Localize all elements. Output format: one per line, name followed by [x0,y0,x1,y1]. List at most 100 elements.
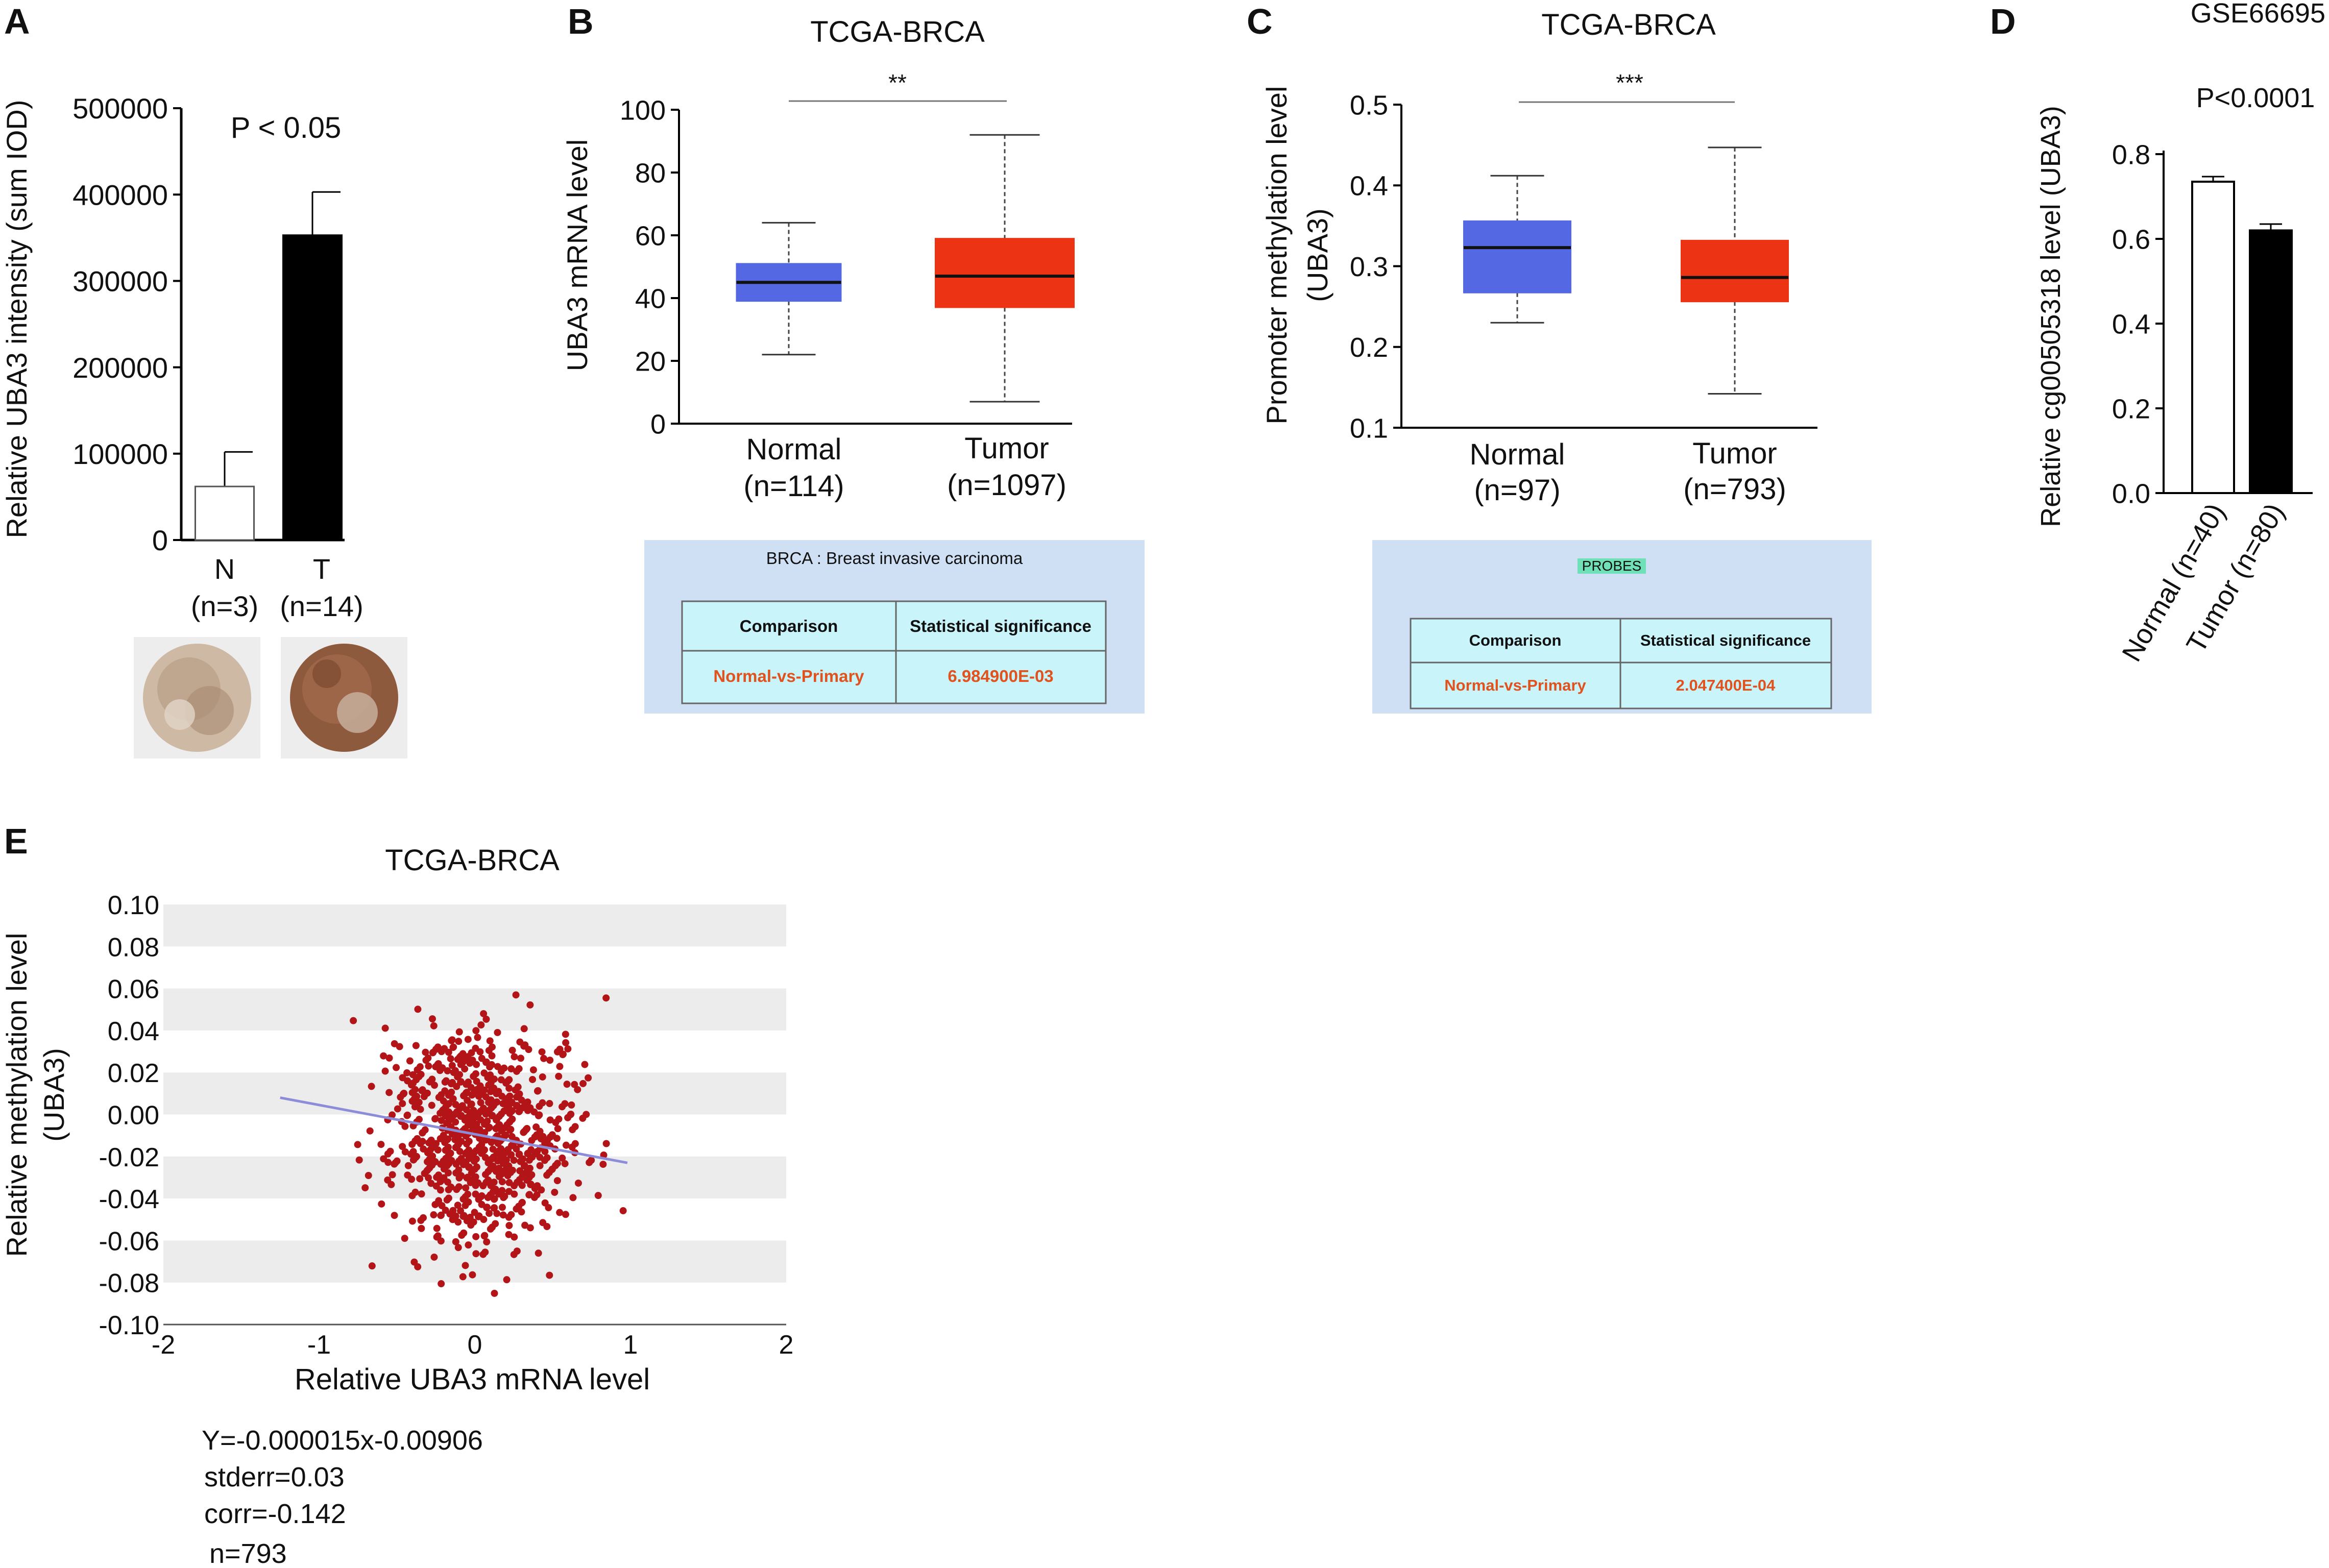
panel-e-point [414,1263,422,1270]
panel-e-point [482,1015,490,1023]
panel-a-y-tick-label: 200000 [72,352,168,384]
panel-e-point [470,1158,478,1165]
panel-c-group-normal-count: (n=97) [1474,474,1560,507]
panel-e-point [435,1197,443,1205]
panel-e-y-tick-label: -0.04 [99,1185,159,1214]
panel-e-point [476,1048,484,1056]
panel-e-point [475,1092,483,1099]
panel-e-point [438,1117,445,1124]
panel-e-point [507,1065,515,1072]
panel-a-category-t: T [313,553,330,585]
panel-e-point [469,1057,476,1064]
panel-e-point [361,1184,369,1192]
panel-e-point [493,1098,501,1106]
panel-e-point [404,1162,412,1169]
panel-b-table-header-comparison: Comparison [740,617,838,635]
panel-e-point [438,1280,445,1288]
panel-d: D GSE66695 P<0.0001 Relative cg00505318 … [1990,0,2325,667]
panel-e-point [465,1241,472,1249]
panel-b: B TCGA-BRCA UBA3 mRNA level 0 20 40 60 80 100… [561,2,1145,714]
panel-e-point [414,1006,422,1013]
panel-e-stderr: stderr=0.03 [204,1462,345,1492]
panel-e-regression-equation: Y=-0.000015x-0.00906 [202,1425,483,1456]
panel-e-point [380,1052,387,1060]
panel-e-point [505,1213,513,1221]
panel-e-point [409,1071,417,1079]
panel-e-point [416,1175,424,1183]
panel-e-point [518,1198,526,1206]
panel-e-point [411,1137,419,1145]
panel-e-point [507,1125,515,1133]
panel-e-point [521,1221,529,1229]
panel-d-y-tick-label: 0.8 [2112,139,2150,170]
panel-e-y-axis-label-line1: Relative methylation level [1,933,33,1257]
panel-e-point [422,1048,429,1056]
panel-c-y-axis-label-line1: Promoter methylation level [1260,86,1293,425]
panel-c-title: TCGA-BRCA [1541,8,1716,41]
panel-e-point [445,1100,453,1108]
panel-e-point [412,1042,420,1049]
panel-e-point [472,1190,479,1198]
panel-e-y-tick-label: -0.02 [99,1143,159,1172]
panel-e-point [524,1098,531,1106]
panel-b-table-header-significance: Statistical significance [910,617,1091,635]
panel-e-point [438,1211,445,1219]
panel-b-y-tick-label: 0 [650,409,666,439]
panel-e-regression-line [280,1096,628,1164]
panel-e-point [433,1173,441,1181]
panel-e-point [511,1190,518,1198]
panel-e-point [516,1150,523,1158]
panel-e-point [486,1123,493,1131]
panel-e-point [472,1233,480,1240]
panel-e-point [562,1039,570,1046]
panel-e-point [404,1171,411,1179]
panel-e-point [384,1150,392,1158]
panel-e-point [561,1160,569,1167]
panel-e-point [381,1024,389,1032]
panel-e-point [475,1143,483,1151]
panel-d-bar-normal [2191,180,2235,494]
panel-e-grid-band [163,904,786,947]
panel-e-point [510,1157,518,1164]
panel-e-point [571,1081,578,1088]
panel-e-point [415,1073,423,1081]
panel-e-point [506,1110,514,1117]
panel-a-y-ticks: 0 100000 200000 300000 400000 500000 [72,92,181,556]
panel-e-point [424,1166,431,1174]
panel-e-point [526,1001,534,1009]
panel-e-point [463,1140,471,1148]
panel-e-point [594,1192,602,1199]
panel-e-point [586,1159,593,1166]
panel-e-point [418,1224,425,1232]
panel-c-group-normal-label: Normal [1470,438,1565,471]
panel-e-point [443,1196,451,1204]
panel-e-point [465,1155,473,1162]
panel-e-point [445,1152,452,1159]
panel-e-y-tick-label: 0.08 [108,933,159,962]
panel-e-point [440,1174,448,1182]
panel-e-point [508,1046,516,1054]
panel-e-point [430,1211,438,1219]
panel-e-point [455,1166,463,1174]
panel-e-x-tick-label: -1 [307,1330,331,1360]
panel-e-point [502,1097,510,1105]
panel-e-point [506,1118,514,1125]
panel-e-points [350,991,627,1297]
panel-e-grid-band [163,988,786,1031]
panel-b-table-comparison-value: Normal-vs-Primary [713,667,864,685]
panel-e-point [454,1133,462,1140]
panel-e-point [401,1122,409,1130]
panel-e-point [485,1098,493,1106]
panel-e-point [464,1173,471,1181]
panel-e-point [546,1133,554,1141]
panel-b-y-tick-label: 80 [635,158,666,188]
panel-c-table-comparison-value: Normal-vs-Primary [1444,676,1586,694]
panel-e-point [488,1155,496,1163]
panel-e-point [546,1271,553,1279]
panel-e-point [486,1037,494,1045]
panel-e-point [454,1218,462,1226]
panel-e-point [517,1157,525,1165]
panel-e-point [441,1087,449,1095]
panel-e-point [488,1052,496,1060]
panel-b-title: TCGA-BRCA [810,15,985,48]
